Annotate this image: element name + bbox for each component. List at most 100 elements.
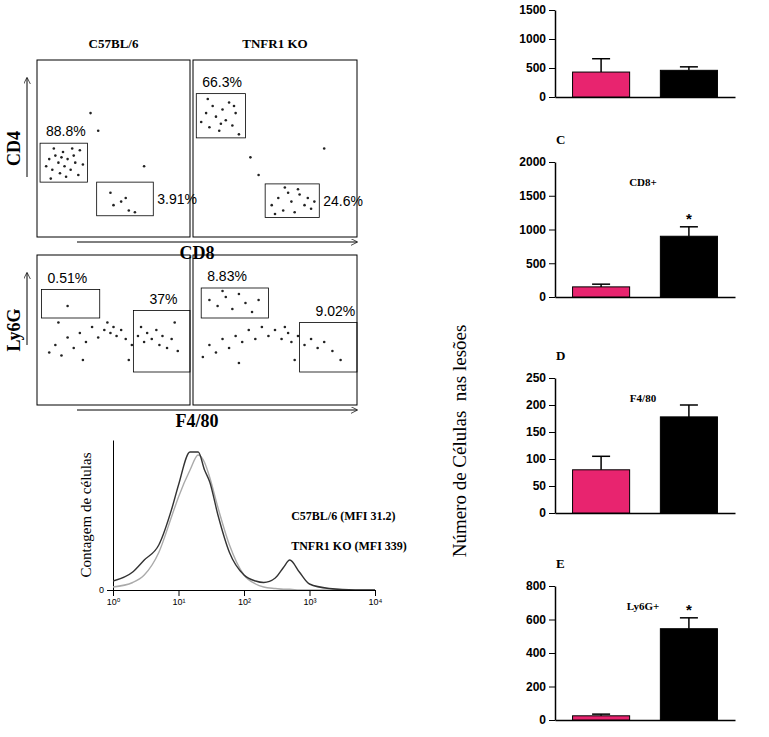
point <box>54 344 57 347</box>
point <box>59 172 62 175</box>
point <box>234 112 237 115</box>
point <box>231 308 234 311</box>
tick: 0 <box>99 585 113 595</box>
point <box>131 344 134 347</box>
point <box>228 101 231 104</box>
scatter-panel: 0.51%37% <box>37 255 190 405</box>
point <box>297 335 300 338</box>
tick-label: 10⁴ <box>369 597 383 607</box>
tick: 0 <box>539 90 555 104</box>
point <box>109 191 112 194</box>
tick-label: 0 <box>99 585 104 595</box>
plot-frame <box>193 255 357 405</box>
tick-mark <box>549 39 555 40</box>
point <box>82 163 85 166</box>
point <box>234 335 237 338</box>
point <box>62 151 65 154</box>
point <box>310 338 313 341</box>
point <box>66 336 69 339</box>
point <box>48 351 51 354</box>
bar <box>660 70 717 97</box>
point <box>140 326 143 329</box>
tick-mark <box>549 687 555 688</box>
axis-title: F4/80 <box>176 411 219 431</box>
point <box>284 326 287 329</box>
point <box>274 213 277 216</box>
tick-label: 2000 <box>519 155 546 169</box>
tick-label: 10³ <box>303 597 316 607</box>
axis-title: Ly6G <box>4 308 24 351</box>
panel-title: C57BL/6 <box>89 36 139 51</box>
tick-label: 1000 <box>519 223 546 237</box>
point <box>89 112 92 115</box>
tick-mark <box>113 590 114 596</box>
points <box>200 98 326 216</box>
axis-line <box>113 441 114 591</box>
point <box>307 197 310 200</box>
panel-letter: D <box>556 348 565 363</box>
gate <box>40 143 87 182</box>
bar-panel: 0200400600800 <box>526 579 736 727</box>
tick-label: 0 <box>539 290 546 304</box>
point <box>200 121 203 124</box>
bar <box>660 629 717 720</box>
point <box>120 200 123 203</box>
tick-label: 1000 <box>519 32 546 46</box>
bar <box>573 716 630 720</box>
point <box>66 158 69 161</box>
point <box>225 296 228 299</box>
error-bar-cap <box>592 713 610 715</box>
tick-mark <box>549 162 555 163</box>
axis-arrow <box>77 242 357 243</box>
tick: 500 <box>526 61 555 75</box>
error-bar-cap <box>592 283 610 285</box>
point <box>220 122 223 125</box>
tick-label: 0 <box>539 90 546 104</box>
tick-mark <box>107 590 113 591</box>
tick: 10³ <box>303 590 316 607</box>
gate-label: 24.6% <box>323 193 363 209</box>
point <box>158 344 161 347</box>
tick: 200 <box>526 680 555 694</box>
gate <box>97 182 154 216</box>
axis-title: CD8 <box>180 243 215 263</box>
tick-label: 1500 <box>519 3 546 17</box>
point <box>166 347 169 350</box>
bar-panel: 0500100015002000 <box>519 155 735 304</box>
tick-mark <box>549 653 555 654</box>
tick: 500 <box>526 257 555 271</box>
line-panel: 10⁰10¹10²10³10⁴0 <box>99 441 383 608</box>
bar <box>660 236 717 297</box>
tick-label: 150 <box>526 425 546 439</box>
point <box>71 147 74 150</box>
tick-label: 10⁰ <box>107 597 121 607</box>
point <box>251 311 254 314</box>
point <box>128 359 131 362</box>
tick-label: 200 <box>526 680 546 694</box>
point <box>254 338 257 341</box>
tick-mark <box>549 68 555 69</box>
bar-panel: 0 500 1000 1500 <box>519 3 735 104</box>
tick-mark <box>549 297 555 298</box>
point <box>137 335 140 338</box>
error-bar <box>680 67 698 70</box>
error-bar-cap <box>592 456 610 458</box>
point <box>106 321 109 324</box>
tick: 1000 <box>519 223 555 237</box>
point <box>173 321 176 324</box>
point <box>316 347 319 350</box>
error-bar <box>592 456 610 470</box>
point <box>287 191 290 194</box>
point <box>211 105 214 108</box>
point <box>57 161 60 164</box>
plot-frame <box>37 60 190 237</box>
figure: 88.8%3.91%C57BL/6CD8CD466.3%24.6%TNFR1 K… <box>0 0 769 737</box>
point <box>290 341 293 344</box>
point <box>150 338 153 341</box>
point <box>124 197 127 200</box>
point <box>54 154 57 157</box>
gates <box>40 143 153 216</box>
point <box>155 329 158 332</box>
point <box>241 341 244 344</box>
point <box>303 204 306 207</box>
